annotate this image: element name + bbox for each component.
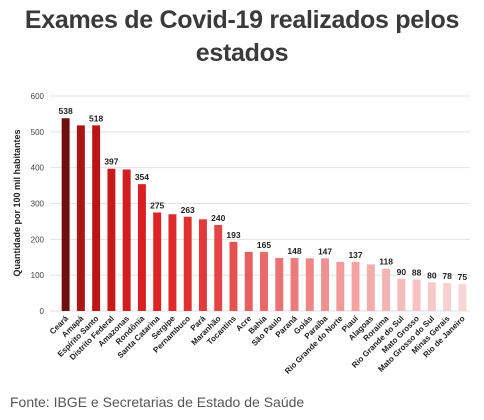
bar-15 xyxy=(290,257,299,311)
bar-17 xyxy=(321,258,329,311)
bar-1 xyxy=(76,125,85,311)
bar-10 xyxy=(214,225,223,311)
title-line-1: Exames de Covid-19 realizados pelos xyxy=(24,6,460,34)
bar-9 xyxy=(199,219,207,311)
data-label: 148 xyxy=(287,246,301,256)
bar-19 xyxy=(351,261,360,311)
data-label: 90 xyxy=(397,267,407,277)
bar-11 xyxy=(229,241,238,311)
bar-8 xyxy=(183,216,192,311)
y-tick-label: 400 xyxy=(31,164,45,173)
y-tick-label: 500 xyxy=(31,128,45,137)
data-label: 518 xyxy=(89,113,103,123)
y-axis-ticks: 0 100 200 300 400 500 600 xyxy=(31,92,45,316)
data-label: 193 xyxy=(226,230,240,240)
data-label: 137 xyxy=(348,250,362,260)
data-label: 165 xyxy=(257,240,271,250)
data-label: 88 xyxy=(412,267,422,277)
y-tick-label: 100 xyxy=(31,271,45,280)
grid-lines xyxy=(50,95,470,312)
data-label: 275 xyxy=(150,200,164,210)
bar-23 xyxy=(412,279,421,311)
bar-21 xyxy=(382,268,391,311)
y-axis-label: Quantidade por 100 mil habitantes xyxy=(12,129,22,276)
data-label: 538 xyxy=(59,106,73,116)
bar-26 xyxy=(458,284,467,312)
data-label: 240 xyxy=(211,213,225,223)
y-tick-label: 200 xyxy=(31,235,45,244)
source-note: Fonte: IBGE e Secretarias de Estado de S… xyxy=(10,394,305,410)
bar-0 xyxy=(61,118,70,311)
page-title: Exames de Covid-19 realizados pelos esta… xyxy=(0,4,484,70)
bar-chart: 0 100 200 300 400 500 600 Quantidade por 100 m… xyxy=(12,92,470,376)
data-label: 118 xyxy=(379,257,393,267)
y-tick-label: 0 xyxy=(40,307,45,316)
data-label: 78 xyxy=(442,271,452,281)
bar-24 xyxy=(427,282,436,311)
data-label: 397 xyxy=(104,157,118,167)
y-tick-label: 300 xyxy=(31,200,45,209)
bar-13 xyxy=(260,251,268,312)
data-label: 80 xyxy=(427,270,437,280)
bar-4 xyxy=(122,169,131,311)
bar-2 xyxy=(92,125,101,311)
data-label: 147 xyxy=(318,246,332,256)
title-line-2: estados xyxy=(195,39,289,67)
bar-14 xyxy=(275,257,284,311)
bar-6 xyxy=(153,212,162,311)
data-label: 263 xyxy=(181,205,195,215)
bars xyxy=(61,118,467,312)
bar-7 xyxy=(168,214,177,311)
y-tick-label: 600 xyxy=(31,92,45,101)
data-label: 75 xyxy=(458,272,468,282)
bar-16 xyxy=(305,258,314,311)
bar-5 xyxy=(137,184,146,311)
bar-20 xyxy=(366,264,375,311)
bar-22 xyxy=(397,278,406,311)
data-label: 354 xyxy=(135,172,149,182)
bar-12 xyxy=(244,251,253,312)
bar-18 xyxy=(336,261,345,311)
bar-25 xyxy=(443,283,452,311)
bar-3 xyxy=(107,168,116,311)
